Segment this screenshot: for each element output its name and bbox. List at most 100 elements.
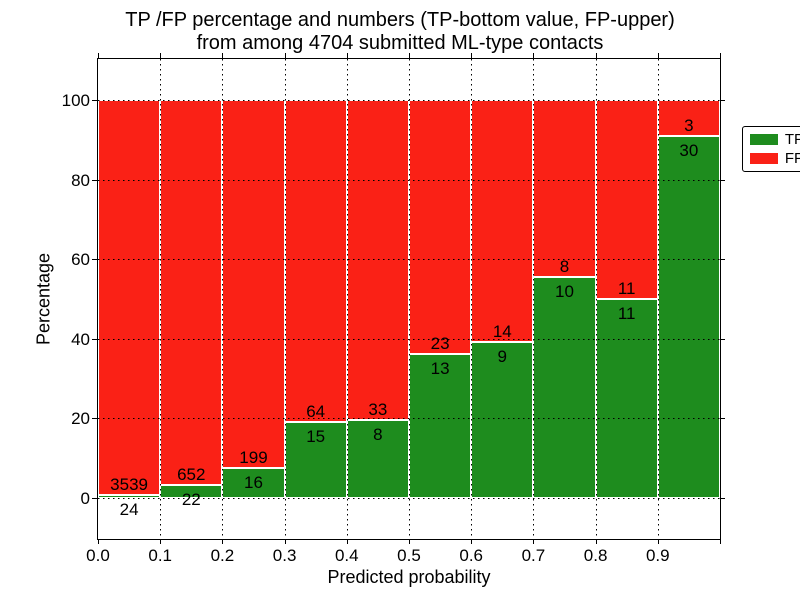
fp-count-label: 14 [492,322,512,342]
x-tick-mark-top [98,53,99,58]
tp-count-label: 8 [373,425,383,445]
y-tick-mark-right [720,418,725,420]
x-tick-mark-top [720,53,721,58]
fp-count-label: 8 [559,256,570,276]
x-tick-label: 0.5 [397,546,421,565]
fp-count-label: 199 [239,448,268,468]
bar-segment-fp [533,100,596,277]
tp-count-label: 24 [119,500,139,520]
tp-count-label: 22 [181,490,201,510]
y-tick-mark [92,100,97,101]
x-gridline [409,59,410,539]
x-tick-mark-top [284,53,286,58]
bar-segment-tp [533,276,596,498]
y-tick-label: 40 [71,329,90,349]
x-tick-label: 0.8 [583,546,608,565]
x-tick-mark [533,539,535,544]
tp-count-label: 11 [617,304,636,323]
x-tick-mark-top [657,53,659,58]
x-tick-mark [471,539,473,544]
fp-count-label: 23 [430,334,450,354]
bar-segment-tp [284,422,347,498]
bar-segment-fp [160,100,223,486]
x-tick-label: 0.6 [459,546,483,565]
y-tick-mark [92,498,97,499]
bar-segment-tp [595,299,658,498]
x-gridline [160,59,162,539]
x-gridline [595,59,597,539]
x-tick-mark-top [595,53,597,58]
x-tick-mark [284,539,286,544]
tp-count-label: 15 [306,427,326,447]
x-tick-mark [222,539,224,544]
y-tick-mark-right [720,179,725,181]
bar-segment-fp [98,100,161,496]
x-gridline [533,59,535,539]
tp-count-label: 16 [244,473,263,493]
x-gridline [346,59,348,539]
fp-count-label: 3 [684,116,694,136]
y-tick-mark-right [720,338,725,340]
y-tick-label: 100 [61,91,90,110]
x-tick-mark-top [409,53,410,58]
y-tick-mark [92,259,97,261]
chart-title: TP /FP percentage and numbers (TP-bottom… [0,9,800,55]
x-tick-mark-top [533,53,535,58]
x-tick-mark [409,539,410,544]
x-tick-mark-top [471,53,473,58]
bar-segment-fp [409,100,472,355]
y-tick-label: 0 [80,489,90,508]
x-tick-mark [657,539,659,544]
fp-count-label: 652 [177,465,206,485]
x-gridline [657,59,659,539]
bar-segment-tp [222,468,285,498]
legend-swatch-tp-icon [750,134,778,146]
fp-count-label: 33 [368,400,388,420]
x-tick-label: 0.9 [645,546,670,565]
x-axis-title: Predicted probability [327,567,491,587]
fp-count-label: 11 [617,279,636,298]
y-tick-label: 80 [71,170,90,190]
x-tick-mark [720,539,721,544]
x-gridline [222,59,224,539]
y-tick-label: 60 [71,250,90,270]
y-tick-mark-right [720,100,725,101]
x-tick-mark [98,539,99,544]
chart-title-line2: from among 4704 submitted ML-type contac… [196,32,604,54]
fp-count-label: 64 [306,402,326,422]
legend-swatch-fp-icon [750,152,778,164]
y-tick-label: 20 [71,409,90,429]
x-tick-label: 0.4 [334,546,359,565]
x-tick-label: 0.1 [148,546,172,565]
bar-segment-fp [471,100,534,343]
legend: TP FP [742,126,800,172]
x-tick-label: 0.3 [272,546,297,565]
x-tick-mark [595,539,597,544]
y-tick-mark [92,338,97,340]
bar-segment-fp [284,100,347,423]
legend-entry-fp: FP [750,151,800,166]
tp-count-label: 10 [555,281,574,301]
y-tick-mark [92,418,97,420]
tp-count-label: 13 [430,359,450,379]
x-gridline [471,59,473,539]
x-gridline [284,59,286,539]
plot-area: TP FP 3539 24 652 22 199 16 64 15 33 8 23 13 14 9 8 10 1… [97,58,800,540]
chart-title-line1: TP /FP percentage and numbers (TP-bottom… [125,9,675,31]
legend-label-tp: TP [784,131,800,149]
bar-segment-tp [657,136,720,498]
y-tick-mark-right [720,498,725,499]
bar-segment-fp [595,100,658,299]
x-tick-label: 0.0 [86,546,110,565]
x-tick-mark-top [160,53,162,58]
x-tick-mark [346,539,348,544]
legend-entry-tp: TP [750,132,800,147]
x-tick-mark [160,539,162,544]
x-tick-mark-top [346,53,348,58]
fp-count-label: 3539 [110,475,148,495]
x-tick-mark-top [222,53,224,58]
tp-count-label: 9 [497,347,508,367]
y-tick-mark-right [720,259,725,261]
legend-label-fp: FP [784,149,800,167]
